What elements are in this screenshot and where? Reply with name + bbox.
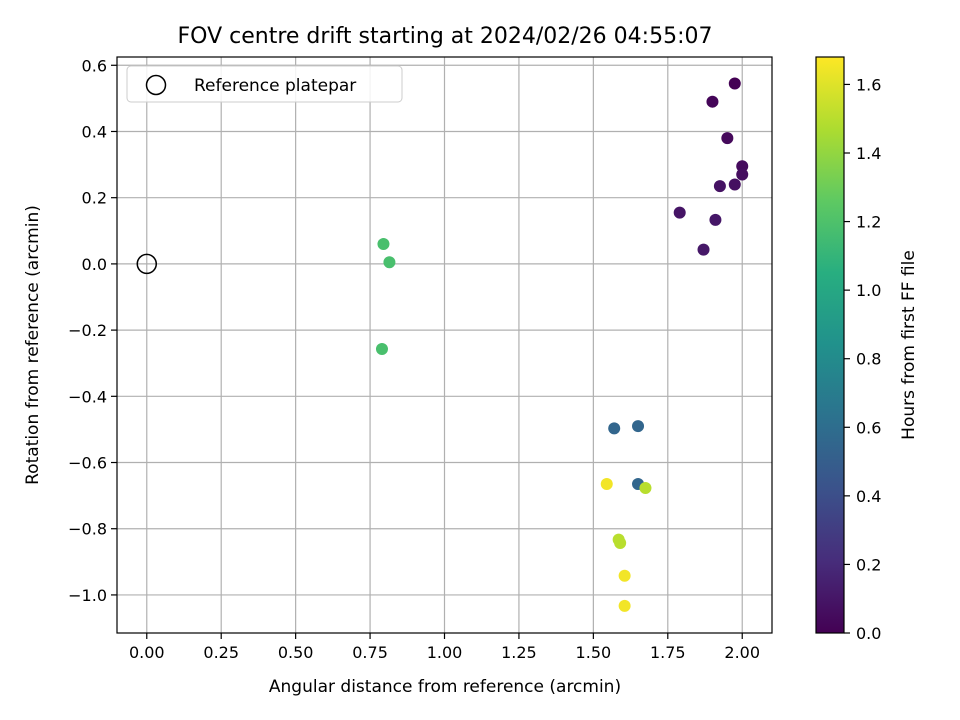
data-points [375, 77, 749, 612]
y-axis-ticks: −1.0 −0.8 −0.6 −0.4 −0.2 0.0 0.2 0.4 0.6 [68, 56, 117, 605]
data-point [600, 478, 613, 491]
data-point [618, 599, 631, 612]
colorbar: 0.0 0.2 0.4 0.6 0.8 1.0 1.2 1.4 1.6 Hours from f… [815, 56, 919, 643]
y-tick-label: 0.6 [82, 56, 107, 75]
y-tick-label: 0.2 [82, 189, 107, 208]
data-point [697, 243, 710, 256]
y-tick-label: −0.8 [68, 520, 107, 539]
data-point [728, 178, 741, 191]
data-point [709, 213, 722, 226]
colorbar-tick-label: 1.4 [856, 144, 881, 163]
y-tick-label: −1.0 [68, 586, 107, 605]
colorbar-tick-label: 1.2 [856, 213, 881, 232]
data-point [618, 569, 631, 582]
x-tick-label: 1.75 [650, 643, 686, 662]
data-point [706, 95, 719, 108]
y-tick-label: −0.4 [68, 387, 107, 406]
chart-title: FOV centre drift starting at 2024/02/26 … [178, 24, 713, 49]
colorbar-tick-label: 0.0 [856, 624, 881, 643]
reference-platepar-marker [136, 253, 158, 275]
grid-lines [117, 57, 772, 633]
x-tick-label: 1.25 [501, 643, 537, 662]
legend: Reference platepar [126, 65, 403, 103]
colorbar-gradient [815, 56, 845, 634]
colorbar-label: Hours from first FF file [899, 250, 919, 440]
legend-entry-reference-platepar: Reference platepar [194, 76, 356, 96]
data-point [377, 238, 390, 251]
data-point [375, 342, 388, 355]
colorbar-ticks: 0.0 0.2 0.4 0.6 0.8 1.0 1.2 1.4 1.6 [844, 75, 881, 643]
data-point [736, 168, 749, 181]
colorbar-tick-label: 0.8 [856, 350, 881, 369]
x-tick-label: 0.50 [278, 643, 314, 662]
data-point [632, 420, 645, 433]
x-tick-label: 1.50 [576, 643, 612, 662]
data-point [728, 77, 741, 90]
y-axis-label: Rotation from reference (arcmin) [23, 205, 43, 485]
y-tick-label: −0.2 [68, 321, 107, 340]
data-point [639, 482, 652, 495]
colorbar-tick-label: 0.2 [856, 555, 881, 574]
data-point [673, 206, 686, 219]
x-tick-label: 0.00 [129, 643, 165, 662]
data-point [721, 132, 734, 145]
x-tick-label: 0.75 [352, 643, 388, 662]
colorbar-tick-label: 1.0 [856, 281, 881, 300]
x-tick-label: 0.25 [203, 643, 239, 662]
colorbar-tick-label: 0.6 [856, 418, 881, 437]
colorbar-tick-label: 0.4 [856, 487, 881, 506]
data-point [608, 422, 621, 435]
x-tick-label: 1.00 [427, 643, 463, 662]
y-tick-label: −0.6 [68, 454, 107, 473]
legend-marker-icon [145, 74, 167, 96]
data-point [614, 536, 627, 549]
colorbar-tick-label: 1.6 [856, 75, 881, 94]
data-point [736, 160, 749, 173]
y-tick-label: 0.4 [82, 122, 107, 141]
data-point [713, 180, 726, 193]
data-point [383, 256, 396, 269]
x-tick-label: 2.00 [724, 643, 760, 662]
x-axis-ticks: 0.00 0.25 0.50 0.75 1.00 1.25 1.50 1.75 2.00 [129, 633, 760, 662]
y-tick-label: 0.0 [82, 255, 107, 274]
x-axis-label: Angular distance from reference (arcmin) [269, 677, 621, 697]
